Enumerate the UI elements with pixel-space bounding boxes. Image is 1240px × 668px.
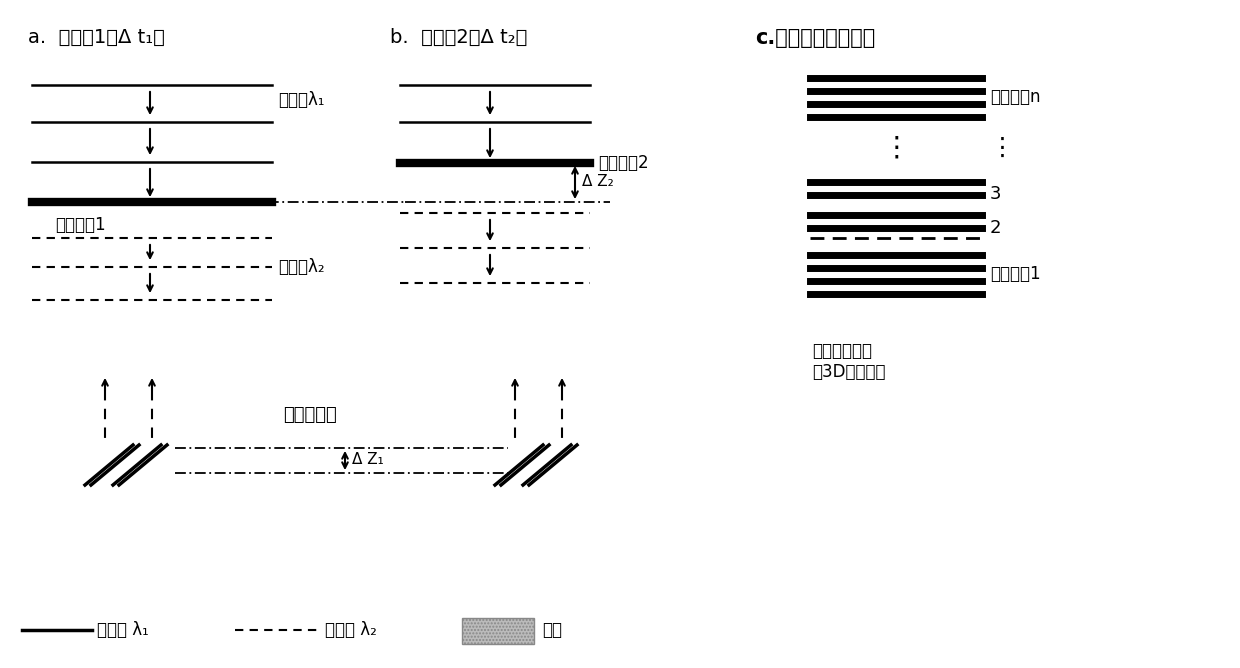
Text: 光脉冲 λ₁: 光脉冲 λ₁ bbox=[97, 621, 149, 639]
Text: Δ Z₂: Δ Z₂ bbox=[582, 174, 614, 190]
Text: 光脉冲λ₂: 光脉冲λ₂ bbox=[278, 258, 325, 276]
Text: a.  光程剗1（Δ t₁）: a. 光程剗1（Δ t₁） bbox=[29, 28, 165, 47]
Text: 3: 3 bbox=[990, 185, 1002, 203]
Text: ⋮: ⋮ bbox=[990, 136, 1016, 160]
Text: Δ Z₁: Δ Z₁ bbox=[352, 452, 383, 468]
Text: 信号断层n: 信号断层n bbox=[990, 88, 1040, 106]
Text: 现3D断层成像: 现3D断层成像 bbox=[812, 363, 885, 381]
Text: 信号断层1: 信号断层1 bbox=[55, 216, 105, 234]
Text: ⋮: ⋮ bbox=[882, 134, 910, 162]
Text: 2: 2 bbox=[990, 219, 1002, 237]
Text: 光脉冲λ₁: 光脉冲λ₁ bbox=[278, 91, 325, 109]
Text: 光程差调节: 光程差调节 bbox=[283, 406, 337, 424]
Text: b.  光程剗2（Δ t₂）: b. 光程剗2（Δ t₂） bbox=[391, 28, 527, 47]
Bar bbox=[463, 618, 534, 644]
Text: 信号断层1: 信号断层1 bbox=[990, 265, 1040, 283]
Text: 扫描光程差实: 扫描光程差实 bbox=[812, 342, 872, 360]
Text: 样本: 样本 bbox=[542, 621, 562, 639]
Text: c.光学三维断层成像: c.光学三维断层成像 bbox=[755, 28, 875, 48]
Text: 信号断层2: 信号断层2 bbox=[598, 154, 649, 172]
Text: 光脉冲 λ₂: 光脉冲 λ₂ bbox=[325, 621, 377, 639]
